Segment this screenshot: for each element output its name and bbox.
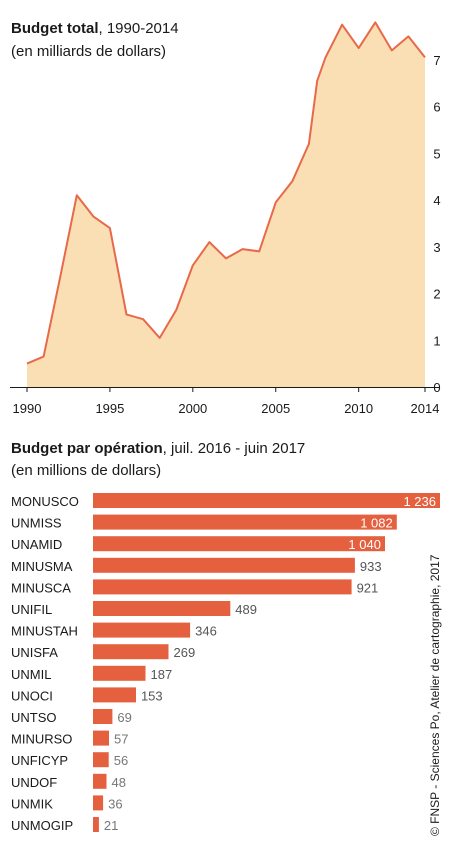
bar (93, 514, 397, 530)
bar-category-label: UNDOF (11, 775, 57, 790)
bar-value-label: 921 (357, 580, 379, 595)
bar-value-label: 187 (150, 667, 172, 682)
bar-value-label: 346 (195, 624, 217, 639)
bar-category-label: MINUSTAH (11, 624, 78, 639)
bar (93, 665, 146, 681)
bar-category-label: MINURSO (11, 732, 72, 747)
bar-category-label: UNMISS (11, 516, 62, 531)
x-tick-label: 2000 (178, 401, 207, 416)
bar (93, 817, 99, 832)
x-tick-label: 1995 (95, 401, 124, 416)
bar-value-label: 489 (235, 602, 257, 617)
bar-value-label: 48 (111, 775, 125, 790)
bar-value-label: 36 (108, 796, 122, 811)
bar-category-label: UNAMID (11, 537, 62, 552)
bar (93, 493, 440, 508)
y-tick-label: 5 (433, 146, 440, 161)
x-tick-label: 2005 (261, 401, 290, 416)
bar (93, 536, 385, 552)
bar (93, 709, 113, 724)
bar-value-label: 21 (104, 818, 118, 833)
bar-value-label: 1 236 (403, 494, 436, 509)
bar-value-label: 1 082 (360, 516, 393, 531)
bar-category-label: UNMIK (11, 796, 53, 811)
x-tick-label: 2010 (344, 401, 373, 416)
bar (93, 579, 352, 595)
area-chart: 0 1 2 3 4 5 6 7 1990 1995 2000 2005 2010 2014 (10, 21, 441, 416)
bar-value-label: 1 040 (348, 537, 381, 552)
bar-value-label: 56 (114, 753, 128, 768)
y-tick-label: 1 (433, 333, 440, 348)
bar (93, 557, 355, 573)
bar (93, 687, 136, 703)
y-tick-label: 4 (433, 193, 440, 208)
bar-value-label: 933 (360, 559, 382, 574)
bar-category-label: MINUSMA (11, 559, 73, 574)
bar (93, 622, 191, 638)
bar-category-label: UNFICYP (11, 753, 68, 768)
bar-category-label: UNMIL (11, 667, 51, 682)
y-tick-label: 2 (433, 287, 440, 302)
bar-value-label: 57 (114, 732, 128, 747)
bar-category-label: MINUSCA (11, 580, 71, 595)
y-tick-label: 6 (433, 100, 440, 115)
bar-category-label: UNTSO (11, 710, 57, 725)
credit-text: © FNSP - Sciences Po, Atelier de cartogr… (428, 554, 442, 836)
bar (93, 752, 109, 768)
area-fill (27, 22, 425, 388)
bar-category-label: MONUSCO (11, 494, 79, 509)
area-chart-unit: (en milliards de dollars) (11, 43, 167, 60)
bar-category-label: UNIFIL (11, 602, 52, 617)
bar-category-label: UNOCI (11, 688, 53, 703)
bar-value-label: 153 (141, 688, 163, 703)
bar (93, 601, 231, 616)
y-tick-label: 3 (433, 240, 440, 255)
y-tick-label: 0 (433, 380, 440, 395)
bar-chart-unit: (en millions de dollars) (11, 462, 162, 479)
bar (93, 730, 109, 746)
bar (93, 644, 169, 660)
bar-category-label: UNMOGIP (11, 818, 73, 833)
x-tick-label: 1990 (13, 401, 42, 416)
bar (93, 773, 107, 789)
bar-chart-title: Budget par opération, juil. 2016 - juin … (11, 440, 306, 457)
bar (93, 795, 104, 811)
bar-value-label: 69 (117, 710, 131, 725)
area-line (26, 21, 426, 365)
y-tick-label: 7 (433, 53, 440, 68)
area-chart-title: Budget total, 1990-2014 (11, 20, 179, 37)
bar-value-label: 269 (174, 645, 196, 660)
x-tick-label: 2014 (411, 401, 440, 416)
bar-category-label: UNISFA (11, 645, 58, 660)
